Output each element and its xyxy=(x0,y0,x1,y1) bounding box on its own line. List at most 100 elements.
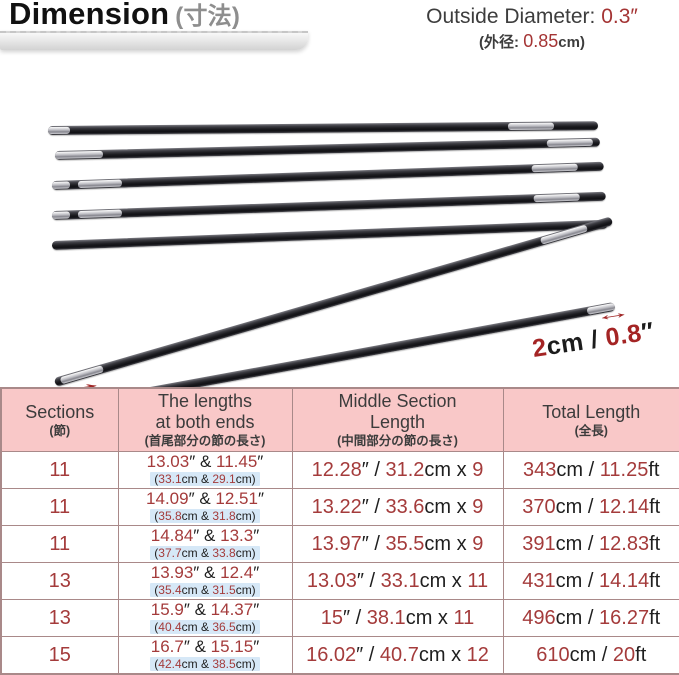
sections-cell: 11 xyxy=(1,452,118,489)
glue: ft xyxy=(649,496,660,518)
glue: ″ xyxy=(253,637,259,656)
glue: ″ / xyxy=(362,459,386,481)
ends-cm-b: 36.5 xyxy=(212,620,235,634)
sections-value: 13 xyxy=(49,607,71,629)
ends-inch-a: 14.84 xyxy=(151,526,194,545)
middle-inch: 13.03 xyxy=(307,570,357,592)
glue: ″ xyxy=(253,563,259,582)
sections-value: 13 xyxy=(49,570,71,592)
glue: cm x xyxy=(424,459,472,481)
pole-ferrule xyxy=(78,210,122,219)
ends-cell: 14.84″ & 13.3″ (37.7cm & 33.8cm) xyxy=(118,526,292,563)
ends-cell: 14.09″ & 12.51″ (35.8cm & 31.8cm) xyxy=(118,489,292,526)
middle-cm: 31.2 xyxy=(385,459,424,481)
sections-value: 11 xyxy=(49,496,70,518)
table-row: 15 16.7″ & 15.15″ (42.4cm & 38.5cm) 16.0… xyxy=(1,637,679,675)
outside-diameter-label: Outside Diameter: xyxy=(426,5,601,28)
glue: ″ xyxy=(253,526,259,545)
middle-count: 9 xyxy=(472,496,483,518)
ends-cell: 13.93″ & 12.4″ (35.4cm & 31.5cm) xyxy=(118,563,292,600)
total-cell: 610cm / 20ft xyxy=(503,637,679,675)
total-ft: 11.25 xyxy=(600,459,649,481)
middle-cell: 12.28″ / 31.2cm x 9 xyxy=(292,452,503,489)
middle-cm: 38.1 xyxy=(367,607,406,629)
page-title-en: Dimension xyxy=(9,0,169,31)
ends-inch-b: 12.51 xyxy=(215,489,258,508)
ends-cm-a: 35.8 xyxy=(158,509,181,523)
ends-inch-a: 15.9 xyxy=(151,600,184,619)
sections-value: 15 xyxy=(49,644,71,666)
ends-inches: 13.93″ & 12.4″ xyxy=(119,564,292,583)
ends-cm-b: 31.8 xyxy=(212,509,235,523)
total-cm: 391 xyxy=(522,533,555,555)
glue: ″ / xyxy=(343,607,367,629)
pole-ferrule xyxy=(52,181,70,189)
glue: cm & xyxy=(182,657,213,671)
glue: ″ & xyxy=(184,637,211,656)
glue: ″ & xyxy=(193,563,220,582)
total-cm: 370 xyxy=(522,496,555,518)
total-cell: 370cm / 12.14ft xyxy=(503,489,679,526)
total-ft: 14.14 xyxy=(599,570,649,592)
glue: cm x xyxy=(420,570,468,592)
header-middle-en1: Middle Section xyxy=(293,391,503,412)
glue: ft xyxy=(648,459,659,481)
sections-cell: 13 xyxy=(1,600,118,637)
sections-cell: 11 xyxy=(1,489,118,526)
ends-cm: (33.1cm & 29.1cm) xyxy=(119,472,292,487)
ends-cm-b: 29.1 xyxy=(212,472,235,486)
pole-ferrule xyxy=(508,123,554,130)
callout-unit: cm / xyxy=(545,324,608,360)
sections-cell: 13 xyxy=(1,563,118,600)
ends-inches: 14.84″ & 13.3″ xyxy=(119,527,292,546)
glue: cm & xyxy=(182,509,213,523)
sections-cell: 11 xyxy=(1,526,118,563)
total-cm: 610 xyxy=(536,644,569,666)
total-cm: 496 xyxy=(522,607,555,629)
middle-inch: 15 xyxy=(321,607,343,629)
ends-cm-highlight: (33.1cm & 29.1cm) xyxy=(150,472,259,486)
middle-cm: 35.5 xyxy=(385,533,424,555)
sections-value: 11 xyxy=(49,459,70,481)
outside-diameter-jp-label: (外径: xyxy=(479,34,523,51)
total-cell: 343cm / 11.25ft xyxy=(503,452,679,489)
table-row: 13 15.9″ & 14.37″ (40.4cm & 36.5cm) 15″ … xyxy=(1,600,679,637)
glue: cm / xyxy=(556,607,599,629)
header-total: Total Length(全長) xyxy=(503,388,679,452)
middle-inch: 13.97 xyxy=(312,533,362,555)
ends-cm-a: 37.7 xyxy=(158,546,181,560)
middle-count: 11 xyxy=(467,570,488,592)
glue: cm x xyxy=(419,644,467,666)
ends-cm-b: 38.5 xyxy=(212,657,235,671)
ends-inch-b: 12.4 xyxy=(220,563,253,582)
glue: ″ / xyxy=(356,644,380,666)
glue: cm x xyxy=(424,496,472,518)
ends-inches: 15.9″ & 14.37″ xyxy=(119,601,292,620)
sections-value: 11 xyxy=(49,533,70,555)
total-ft: 12.14 xyxy=(599,496,649,518)
glue: ″ xyxy=(253,600,259,619)
ends-cm-highlight: (42.4cm & 38.5cm) xyxy=(150,657,259,671)
glue: cm & xyxy=(182,620,213,634)
glue: cm) xyxy=(236,472,256,486)
total-cell: 391cm / 12.83ft xyxy=(503,526,679,563)
glue: cm & xyxy=(182,546,213,560)
total-cell: 431cm / 14.14ft xyxy=(503,563,679,600)
ends-inch-a: 14.09 xyxy=(146,489,189,508)
table-row: 13 13.93″ & 12.4″ (35.4cm & 31.5cm) 13.0… xyxy=(1,563,679,600)
ends-cm: (37.7cm & 33.8cm) xyxy=(119,546,292,561)
ends-inch-b: 14.37 xyxy=(211,600,254,619)
glue: ″ xyxy=(257,452,263,471)
sections-cell: 15 xyxy=(1,637,118,675)
glue: ″ & xyxy=(193,526,220,545)
ends-cm-highlight: (40.4cm & 36.5cm) xyxy=(150,620,259,634)
ends-cell: 13.03″ & 11.45″ (33.1cm & 29.1cm) xyxy=(118,452,292,489)
middle-count: 11 xyxy=(453,607,474,629)
table-row: 11 13.03″ & 11.45″ (33.1cm & 29.1cm) 12.… xyxy=(1,452,679,489)
ends-cm-highlight: (35.8cm & 31.8cm) xyxy=(150,509,259,523)
ends-cm-a: 40.4 xyxy=(158,620,181,634)
header-ends-en1: The lengths xyxy=(119,391,292,412)
pole-ferrule xyxy=(48,127,70,134)
